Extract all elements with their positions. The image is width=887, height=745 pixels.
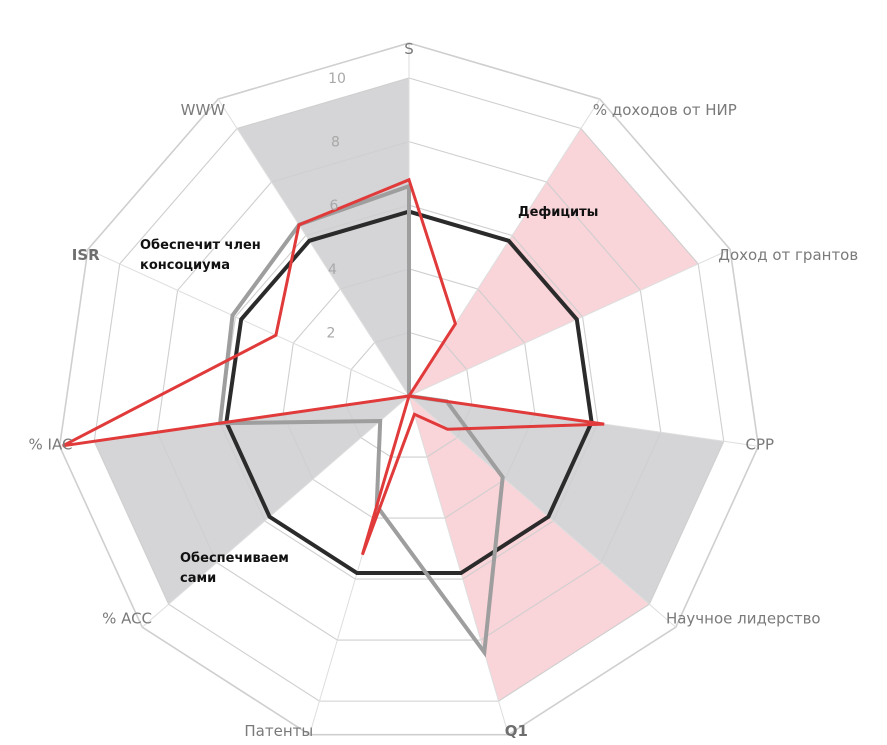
tick-label-8: 8 — [331, 135, 340, 151]
highlight-sector-1 — [409, 396, 724, 605]
grid-spoke-5 — [408, 395, 509, 735]
highlight-sector-3 — [94, 396, 409, 605]
radial-tick-labels: 2 4 6 8 10 — [327, 71, 346, 341]
axis-label-7: % ACC — [102, 610, 152, 628]
series-line-2 — [62, 177, 605, 556]
grid-ring-5 — [58, 42, 760, 736]
tick-label-6: 6 — [330, 198, 339, 214]
axis-label-4: Научное лидерство — [666, 610, 821, 628]
highlight-sector-0 — [409, 128, 699, 396]
highlight-sectors — [94, 78, 724, 702]
axis-label-5: Q1 — [505, 722, 528, 740]
grid-spoke-7 — [141, 395, 410, 628]
annotation-deficits: Дефициты — [518, 205, 598, 220]
axis-label-8: % IAC — [29, 435, 73, 453]
grid-spoke-2 — [408, 248, 731, 397]
highlight-sector-2 — [409, 396, 650, 702]
grid-spoke-9 — [87, 248, 410, 397]
annotation-consortium: Обеспечит член консоциума — [140, 238, 265, 273]
axis-label-9: ISR — [72, 246, 100, 264]
axis-label-10: WWW — [181, 101, 226, 119]
grid-spoke-10 — [217, 98, 410, 397]
axis-label-6: Патенты — [244, 722, 313, 740]
tick-label-2: 2 — [327, 325, 336, 341]
grid-ring-3 — [156, 141, 662, 641]
axis-label-3: CPP — [746, 435, 775, 453]
axis-label-2: Доход от грантов — [718, 246, 858, 264]
axis-labels: S % доходов от НИР Доход от грантов CPP Науч… — [29, 40, 859, 740]
grid-ring-2 — [219, 204, 599, 580]
axis-label-0: S — [404, 40, 414, 58]
tick-label-10: 10 — [328, 71, 346, 87]
annotation-self-provided: Обеспечиваем сами — [180, 551, 293, 586]
data-series — [62, 177, 605, 658]
tick-label-4: 4 — [328, 262, 337, 278]
grid-ring-4 — [93, 77, 725, 702]
axis-label-1: % доходов от НИР — [593, 101, 737, 119]
grid-ring-0 — [345, 331, 473, 458]
series-line-0 — [224, 209, 594, 575]
grid-ring-1 — [282, 268, 536, 519]
grid-spoke-4 — [408, 395, 677, 628]
